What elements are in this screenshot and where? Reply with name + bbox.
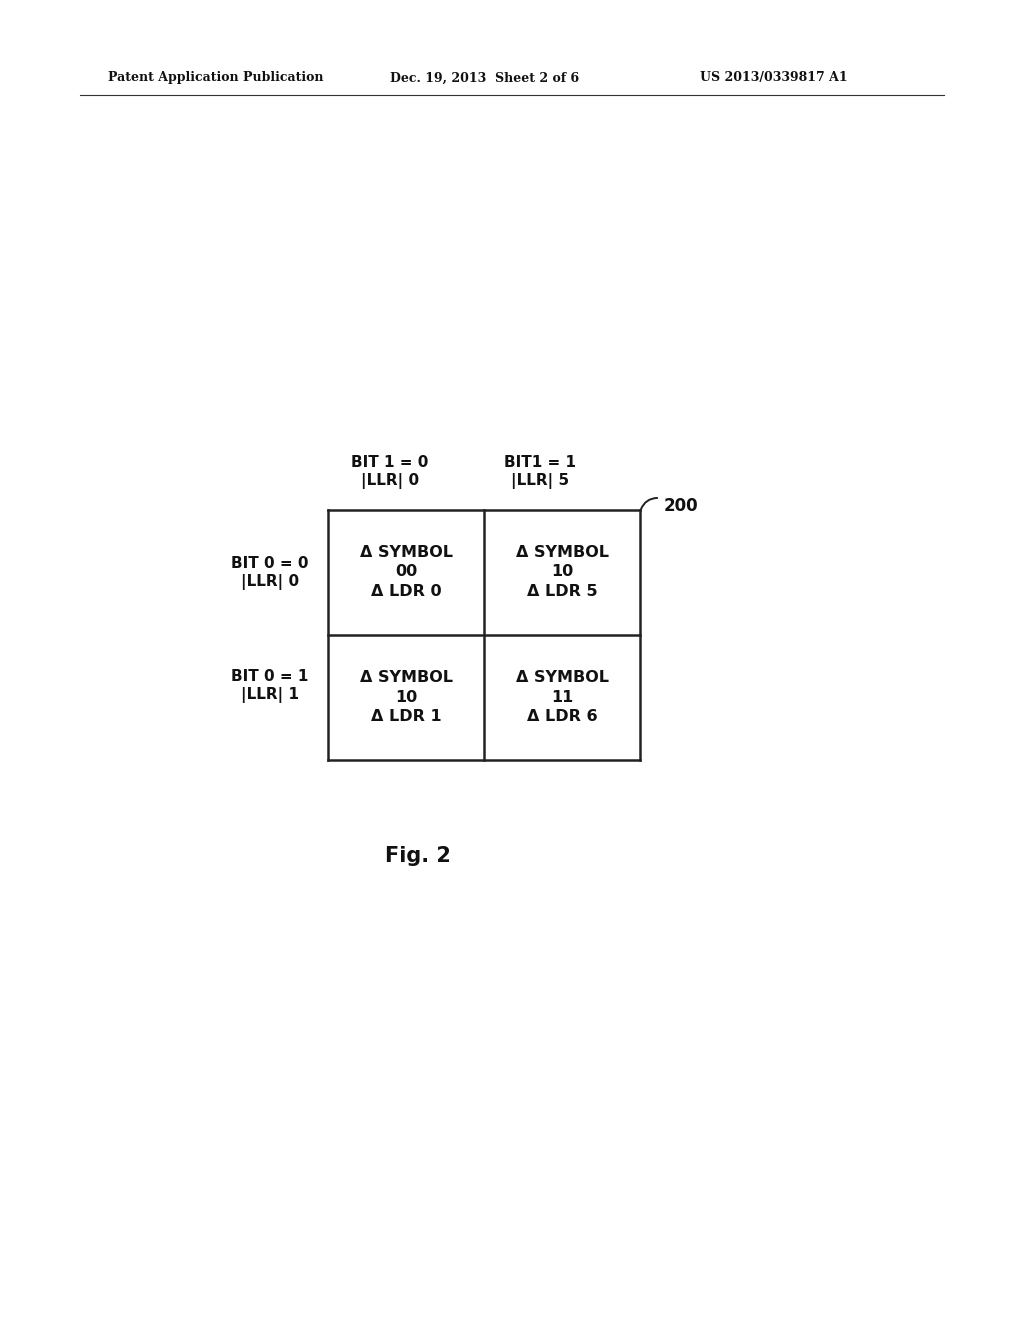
Text: Δ SYMBOL
10
Δ LDR 1: Δ SYMBOL 10 Δ LDR 1 — [359, 671, 453, 723]
Text: 200: 200 — [664, 498, 698, 515]
Text: BIT 0 = 1
|LLR| 1: BIT 0 = 1 |LLR| 1 — [231, 669, 308, 704]
Text: Fig. 2: Fig. 2 — [385, 846, 451, 866]
Text: Δ SYMBOL
11
Δ LDR 6: Δ SYMBOL 11 Δ LDR 6 — [515, 671, 608, 723]
Text: Patent Application Publication: Patent Application Publication — [108, 71, 324, 84]
Text: BIT1 = 1
|LLR| 5: BIT1 = 1 |LLR| 5 — [504, 454, 575, 490]
FancyArrowPatch shape — [641, 498, 657, 510]
Text: BIT 0 = 0
|LLR| 0: BIT 0 = 0 |LLR| 0 — [231, 556, 309, 590]
Text: Δ SYMBOL
10
Δ LDR 5: Δ SYMBOL 10 Δ LDR 5 — [515, 545, 608, 599]
Text: BIT 1 = 0
|LLR| 0: BIT 1 = 0 |LLR| 0 — [351, 454, 429, 490]
Text: US 2013/0339817 A1: US 2013/0339817 A1 — [700, 71, 848, 84]
Text: Δ SYMBOL
00
Δ LDR 0: Δ SYMBOL 00 Δ LDR 0 — [359, 545, 453, 599]
Text: Dec. 19, 2013  Sheet 2 of 6: Dec. 19, 2013 Sheet 2 of 6 — [390, 71, 580, 84]
